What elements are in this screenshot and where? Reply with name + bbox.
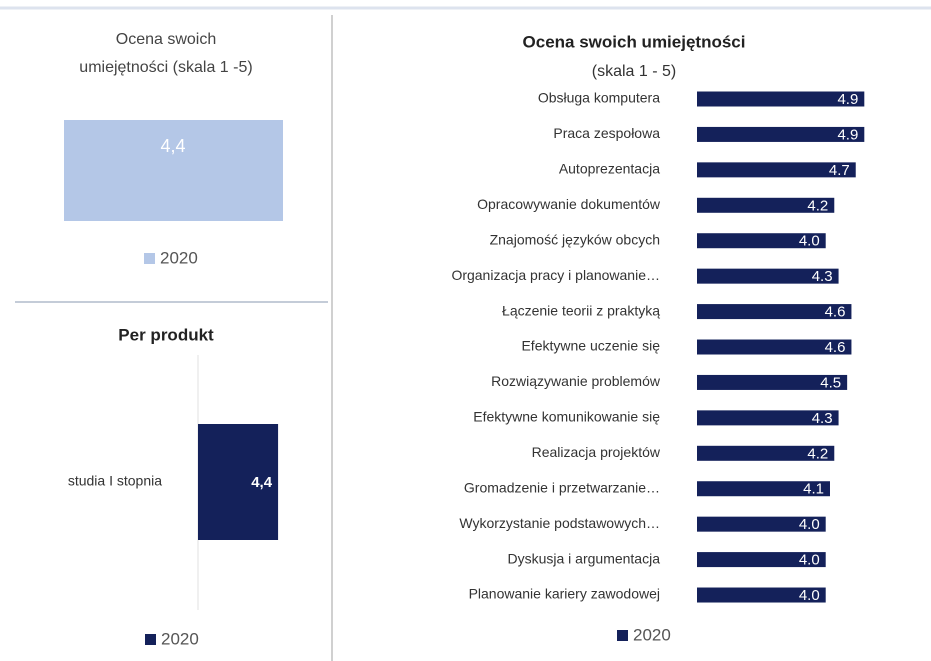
legend-label: 2020	[160, 248, 198, 267]
bar	[697, 339, 852, 355]
value-label: 4.0	[799, 516, 820, 533]
category-label: Autoprezentacja	[559, 161, 660, 177]
legend-swatch	[145, 634, 156, 645]
category-label: Organizacja pracy i planowanie…	[451, 267, 660, 283]
bar	[697, 126, 865, 142]
value-label: 4.9	[837, 91, 858, 108]
category-label: Praca zespołowa	[553, 125, 660, 141]
value-label: 4.0	[799, 552, 820, 569]
category-label: Planowanie kariery zawodowej	[469, 586, 660, 602]
value-label: 4.7	[829, 162, 850, 179]
card-title: Ocena swoich umiejętności (skala 1 -5)	[79, 31, 253, 76]
bar	[697, 587, 826, 603]
bar	[697, 552, 826, 568]
value-label: 4.6	[825, 304, 846, 321]
value-label: 4.5	[820, 374, 841, 391]
bar	[697, 91, 865, 107]
bar	[697, 197, 835, 213]
bar	[697, 374, 848, 390]
bar	[697, 445, 835, 461]
bar	[198, 424, 279, 540]
value-label: 4,4	[251, 474, 273, 491]
category-label: Gromadzenie i przetwarzanie…	[464, 479, 660, 495]
value-label: 4.3	[812, 268, 833, 285]
category-label: Efektywne uczenie się	[521, 338, 660, 354]
card-bar	[64, 120, 283, 221]
bar	[697, 233, 826, 249]
category-label: Rozwiązywanie problemów	[491, 373, 661, 389]
chart-title: Ocena swoich umiejętności	[523, 32, 746, 51]
bar	[697, 304, 852, 320]
value-label: 4.2	[807, 445, 828, 462]
category-label: Łączenie teorii z praktyką	[502, 302, 660, 318]
bar	[697, 162, 856, 178]
category-label: Opracowywanie dokumentów	[477, 196, 661, 212]
category-label: studia I stopnia	[68, 473, 162, 489]
value-label: 4.1	[803, 481, 824, 498]
value-label: 4.6	[825, 339, 846, 356]
category-label: Dyskusja i argumentacja	[507, 550, 660, 566]
chart-title: Per produkt	[118, 325, 214, 344]
category-label: Efektywne komunikowanie się	[473, 409, 660, 425]
bar	[697, 481, 830, 497]
legend-swatch	[144, 253, 155, 264]
value-label: 4.9	[837, 126, 858, 143]
value-label: 4.0	[799, 233, 820, 250]
legend-label: 2020	[161, 629, 199, 648]
value-label: 4,4	[160, 136, 185, 156]
bar	[697, 268, 839, 284]
legend-swatch	[617, 630, 628, 641]
value-label: 4.2	[807, 197, 828, 214]
legend-label: 2020	[633, 625, 671, 644]
value-label: 4.3	[812, 410, 833, 427]
card-title-box: Ocena swoich umiejętności (skala 1 -5)	[79, 31, 253, 76]
bar	[697, 516, 826, 532]
category-label: Znajomość języków obcych	[490, 231, 660, 247]
bar	[697, 410, 839, 426]
category-label: Obsługa komputera	[538, 90, 660, 106]
value-label: 4.0	[799, 587, 820, 604]
chart-subtitle: (skala 1 - 5)	[592, 63, 676, 80]
category-label: Wykorzystanie podstawowych…	[459, 515, 660, 531]
category-label: Realizacja projektów	[532, 444, 661, 460]
